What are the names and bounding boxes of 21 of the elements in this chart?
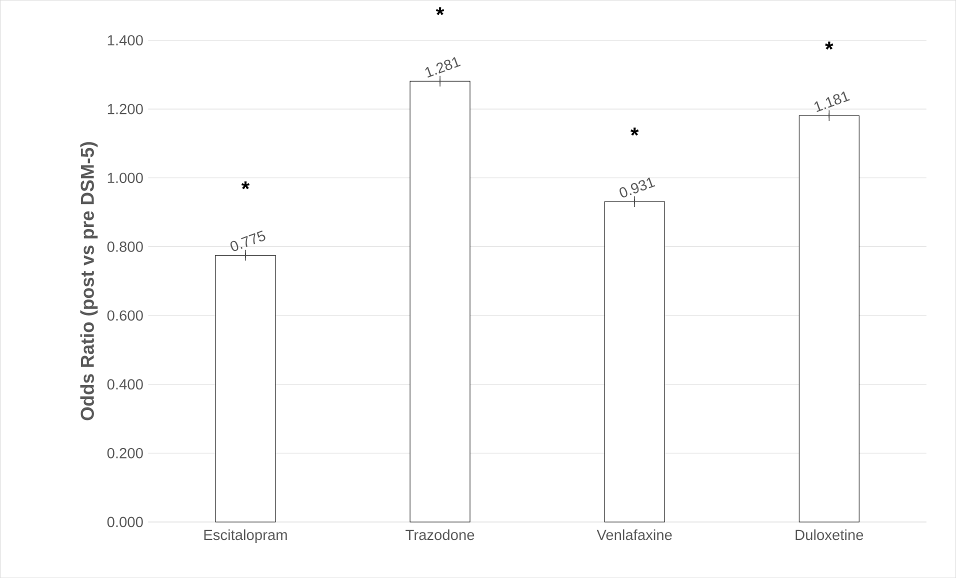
y-tick-label: 0.200 <box>107 448 143 458</box>
y-tick-label: 0.400 <box>107 379 143 390</box>
x-tick-label: Escitalopram <box>204 529 287 543</box>
y-tick-label: 0.800 <box>107 241 143 252</box>
annotation: * <box>825 42 834 50</box>
text: * <box>436 7 444 16</box>
data-label: 1.281 <box>425 56 461 78</box>
y-axis-title: Odds Ratio (post vs pre DSM-5) <box>80 142 98 420</box>
x-tick-label: Venlafaxine <box>596 529 672 540</box>
annotation: * <box>241 181 250 190</box>
annotation: * <box>630 128 639 136</box>
x-tick-label: Trazodone <box>406 529 474 540</box>
data-label: 1.181 <box>814 91 850 112</box>
y-tick-label: 1.200 <box>108 104 143 114</box>
data-label: 0.931 <box>620 177 656 198</box>
y-tick-label: 1.400 <box>108 34 143 46</box>
y-tick-label: 0.600 <box>107 310 143 321</box>
x-tick-label: Duloxetine <box>796 529 864 540</box>
y-tick-label: 0.000 <box>107 516 143 528</box>
data-label: 0.775 <box>230 230 266 251</box>
y-tick-label: 1.000 <box>108 172 143 183</box>
